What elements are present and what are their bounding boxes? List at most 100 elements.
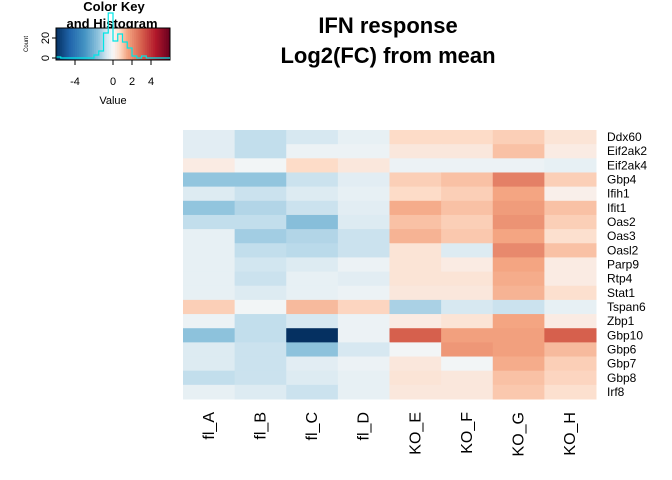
heatmap-cell <box>389 342 442 358</box>
color-key-swatch <box>59 28 63 60</box>
heatmap-cell <box>544 285 597 301</box>
heatmap-cell <box>337 285 391 301</box>
heatmap-cell <box>492 172 545 188</box>
heatmap-cell <box>183 144 236 159</box>
heatmap-cell <box>389 271 442 287</box>
heatmap-cell <box>441 229 494 244</box>
heatmap-cell <box>492 243 545 258</box>
heatmap-cell <box>286 200 339 216</box>
column-labels: fl_A fl_B fl_C fl_D KO_E KO_F KO_G KO_H <box>201 412 579 457</box>
row-label: Parp9 <box>607 258 639 272</box>
heatmap-cell <box>492 384 545 400</box>
heatmap-cell <box>441 243 494 258</box>
heatmap-cell <box>492 314 545 329</box>
heatmap-cell <box>441 200 494 216</box>
heatmap-cell <box>544 144 597 159</box>
heatmap-cell <box>389 257 442 273</box>
row-label: Gbp4 <box>607 173 637 187</box>
heatmap-cell <box>183 271 236 287</box>
heatmap-cell <box>492 214 545 230</box>
heatmap-cell <box>183 130 236 145</box>
row-label: Tspan6 <box>607 300 646 314</box>
heatmap-cell <box>389 186 442 202</box>
heatmap-cell <box>441 214 494 230</box>
color-key-x-tick-label: -4 <box>70 76 80 88</box>
color-key-swatch <box>86 28 89 60</box>
color-key-swatch <box>103 28 106 60</box>
color-key-swatch <box>90 28 93 60</box>
heatmap-cell <box>234 229 287 244</box>
color-key-swatch <box>122 28 125 60</box>
color-key-swatch <box>154 28 158 60</box>
row-label: Zbp1 <box>607 314 635 328</box>
color-key-swatch <box>105 28 108 60</box>
heatmap-cell <box>492 342 545 358</box>
heatmap-cell <box>337 144 391 159</box>
heatmap-cell <box>234 257 287 273</box>
heatmap-cell <box>234 243 287 258</box>
color-key-swatch <box>94 28 97 60</box>
color-key-x-tick-label: 0 <box>110 76 116 88</box>
heatmap-cell <box>389 158 442 173</box>
row-label: Ifit1 <box>607 201 627 215</box>
heatmap-cell <box>544 384 597 400</box>
color-key-x-tick-label: 4 <box>148 76 154 88</box>
heatmap-cell <box>441 356 494 372</box>
heatmap-cell <box>544 342 597 358</box>
color-key-swatch <box>73 28 76 60</box>
heatmap-cell <box>234 130 287 145</box>
heatmap-cell <box>183 356 236 372</box>
heatmap-cell <box>389 200 442 216</box>
heatmap-cell <box>544 172 597 188</box>
heatmap-cell <box>286 285 339 301</box>
row-label: Rtp4 <box>607 272 633 286</box>
heatmap-cell <box>492 328 545 343</box>
heatmap-cell <box>286 384 339 400</box>
color-key-swatch <box>57 28 61 60</box>
row-label: Ifih1 <box>607 187 630 201</box>
heatmap-cell <box>234 200 287 216</box>
color-key-swatch <box>84 28 87 60</box>
heatmap-cell <box>286 172 339 188</box>
color-key-swatch <box>71 28 74 60</box>
color-key-y-tick-label: 20 <box>40 32 52 44</box>
heatmap-cell <box>544 214 597 230</box>
heatmap-cell <box>183 158 236 173</box>
heatmap-cell <box>183 384 236 400</box>
color-key-swatch <box>120 28 123 60</box>
color-key-swatch <box>114 28 118 60</box>
column-label: fl_C <box>304 412 321 440</box>
color-key: Color Key and Histogram -4 0 2 4 020 Count … <box>24 0 171 107</box>
heatmap-cell <box>286 186 339 202</box>
row-label: Eif2ak2 <box>607 144 647 158</box>
heatmap-cell <box>337 328 391 343</box>
heatmap-cell <box>183 186 236 202</box>
color-key-x-label: Value <box>99 95 126 107</box>
column-label: KO_E <box>407 412 424 455</box>
row-label: Gbp7 <box>607 357 637 371</box>
heatmap-cell <box>492 370 545 386</box>
heatmap-cell <box>389 299 442 315</box>
heatmap-cell <box>234 214 287 230</box>
color-key-swatch <box>160 28 163 60</box>
heatmap-cell <box>544 271 597 287</box>
heatmap-cell <box>441 342 494 358</box>
color-key-x-tick-label: 2 <box>129 76 135 88</box>
heatmap-cell <box>492 257 545 273</box>
heatmap-cell <box>492 130 545 145</box>
color-key-swatch <box>164 28 167 60</box>
heatmap-cell <box>544 229 597 244</box>
heatmap-cell <box>337 130 391 145</box>
heatmap-cell <box>544 257 597 273</box>
color-key-y-label: Count <box>24 36 30 52</box>
heatmap-cell <box>389 328 442 343</box>
heatmap-cell <box>183 299 236 315</box>
heatmap-cell <box>389 285 442 301</box>
column-label: fl_A <box>201 412 218 440</box>
color-key-swatch <box>107 28 110 60</box>
heatmap-cell <box>286 243 339 258</box>
heatmap-cell <box>389 356 442 372</box>
color-key-swatch <box>95 28 99 60</box>
color-key-swatch <box>130 28 133 60</box>
heatmap-cell <box>492 299 545 315</box>
